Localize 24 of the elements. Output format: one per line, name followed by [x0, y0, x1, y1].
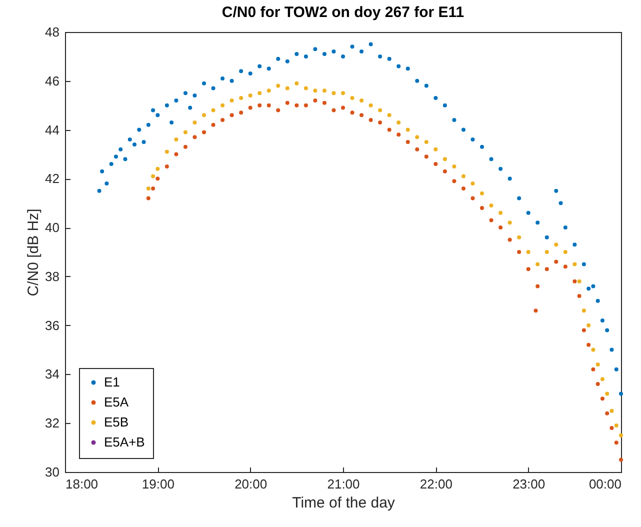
x-tick-label: 18:00 — [66, 476, 98, 492]
y-tick-label: 40 — [45, 220, 60, 236]
legend-label: E5A+B — [104, 434, 145, 450]
legend-label: E5B — [104, 414, 129, 430]
legend-label: E1 — [104, 374, 120, 390]
y-tick-label: 30 — [45, 464, 60, 480]
x-tick-label: 00:00 — [588, 476, 622, 492]
x-tick-label: 22:00 — [420, 476, 452, 492]
chart-title: C/N0 for TOW2 on doy 267 for E11 — [222, 4, 464, 21]
y-tick-label: 36 — [45, 318, 60, 333]
x-tick-label: 19:00 — [142, 476, 174, 492]
y-axis-title: C/N0 [dB Hz] — [25, 208, 42, 296]
y-tick-label: 48 — [45, 24, 60, 40]
x-axis-title: Time of the day — [292, 494, 396, 512]
y-tick-label: 44 — [45, 122, 60, 138]
y-tick-label: 34 — [45, 366, 60, 382]
y-tick-label: 32 — [45, 416, 60, 431]
y-tick-label: 46 — [45, 73, 60, 88]
x-tick-label: 23:00 — [512, 476, 546, 492]
x-tick-label: 20:00 — [234, 476, 268, 492]
y-tick-label: 42 — [45, 171, 60, 186]
legend-label: E5A — [104, 394, 129, 410]
y-tick-label: 38 — [45, 268, 60, 284]
x-tick-label: 21:00 — [327, 476, 360, 492]
